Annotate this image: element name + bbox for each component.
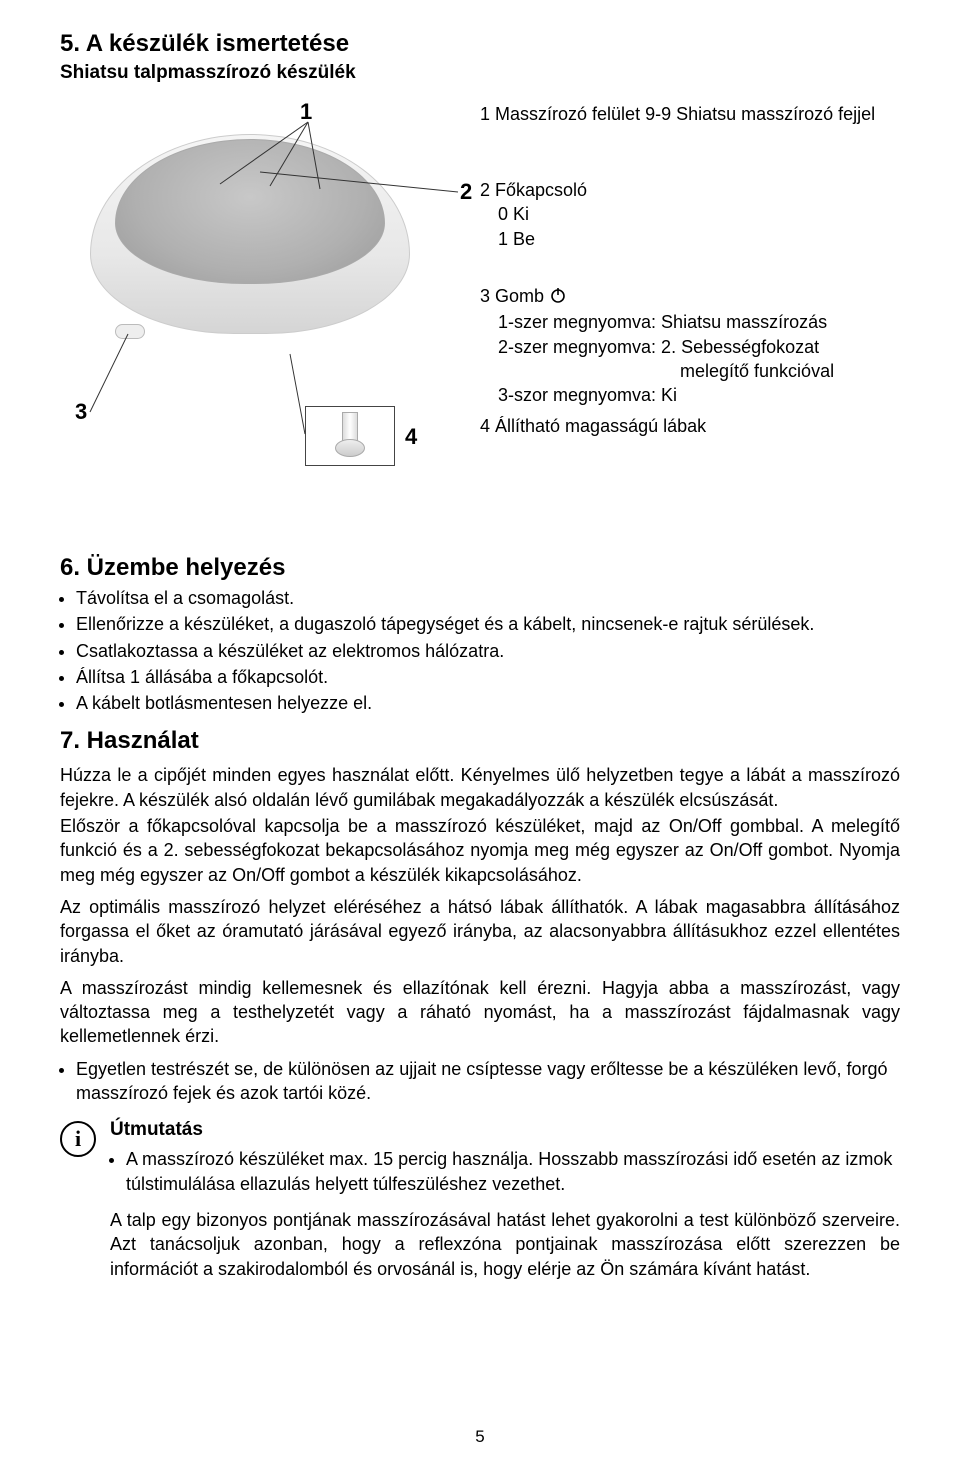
- section-6-title: 6. Üzembe helyezés: [60, 554, 900, 582]
- list-item: Távolítsa el a csomagolást.: [76, 586, 900, 610]
- section-6-bullets: Távolítsa el a csomagolást. Ellenőrizze …: [60, 586, 900, 715]
- tip-bullets: A masszírozó készüléket max. 15 percig h…: [110, 1147, 900, 1196]
- list-item: A kábelt botlásmentesen helyezze el.: [76, 691, 900, 715]
- section-7-p1: Húzza le a cipőjét minden egyes használa…: [60, 763, 900, 812]
- section-7-p2: Először a főkapcsolóval kapcsolja be a m…: [60, 814, 900, 887]
- list-item: Állítsa 1 állásába a főkapcsolót.: [76, 665, 900, 689]
- list-item: Csatlakoztassa a készüléket az elektromo…: [76, 639, 900, 663]
- label-3-line-a: 1-szer megnyomva: Shiatsu masszírozás: [480, 310, 834, 334]
- list-item: A masszírozó készüléket max. 15 percig h…: [126, 1147, 900, 1196]
- label-3-line-b2: melegítő funkcióval: [480, 359, 834, 383]
- label-4: 4 Állítható magasságú lábak: [480, 414, 706, 438]
- callout-number-3: 3: [75, 399, 87, 425]
- section-5-title: 5. A készülék ismertetése: [60, 30, 900, 58]
- page-number: 5: [0, 1427, 960, 1447]
- label-2-head: 2 Főkapcsoló: [480, 178, 587, 202]
- tip-title: Útmutatás: [110, 1119, 900, 1141]
- label-1: 1 Masszírozó felület 9-9 Shiatsu masszír…: [480, 102, 875, 126]
- section-7-title: 7. Használat: [60, 727, 900, 755]
- callout-number-1: 1: [300, 99, 312, 125]
- section-7-p4: A masszírozást mindig kellemesnek és ell…: [60, 976, 900, 1049]
- label-3-head: 3 Gomb: [480, 284, 834, 310]
- tip-paragraph: A talp egy bizonyos pontjának masszírozá…: [110, 1208, 900, 1281]
- label-2-option-0: 0 Ki: [480, 202, 587, 226]
- section-5-subtitle: Shiatsu talpmasszírozó készülék: [60, 62, 900, 84]
- label-3-line-c: 3-szor megnyomva: Ki: [480, 383, 834, 407]
- tip-block: i Útmutatás A masszírozó készüléket max.…: [60, 1119, 900, 1288]
- callout-number-4: 4: [405, 424, 417, 450]
- section-7-bullets: Egyetlen testrészét se, de különösen az …: [60, 1057, 900, 1106]
- device-foot-cap: [335, 439, 365, 457]
- label-3: 3 Gomb 1-szer megnyomva: Shiatsu masszír…: [480, 284, 834, 407]
- section-7-p3: Az optimális masszírozó helyzet eléréséh…: [60, 895, 900, 968]
- device-diagram: 1 2 3 4 1 Masszírozó felület 9-9 Shiatsu…: [60, 94, 900, 534]
- power-icon: [549, 286, 567, 310]
- label-2: 2 Főkapcsoló 0 Ki 1 Be: [480, 178, 587, 251]
- label-2-option-1: 1 Be: [480, 227, 587, 251]
- device-switch-shape: [115, 324, 145, 339]
- list-item: Egyetlen testrészét se, de különösen az …: [76, 1057, 900, 1106]
- callout-number-2: 2: [460, 179, 472, 205]
- device-foot-stem: [342, 412, 358, 442]
- label-3-line-b: 2-szer megnyomva: 2. Sebességfokozat: [480, 335, 834, 359]
- label-3-head-text: 3 Gomb: [480, 286, 549, 306]
- list-item: Ellenőrizze a készüléket, a dugaszoló tá…: [76, 612, 900, 636]
- info-icon: i: [60, 1121, 96, 1157]
